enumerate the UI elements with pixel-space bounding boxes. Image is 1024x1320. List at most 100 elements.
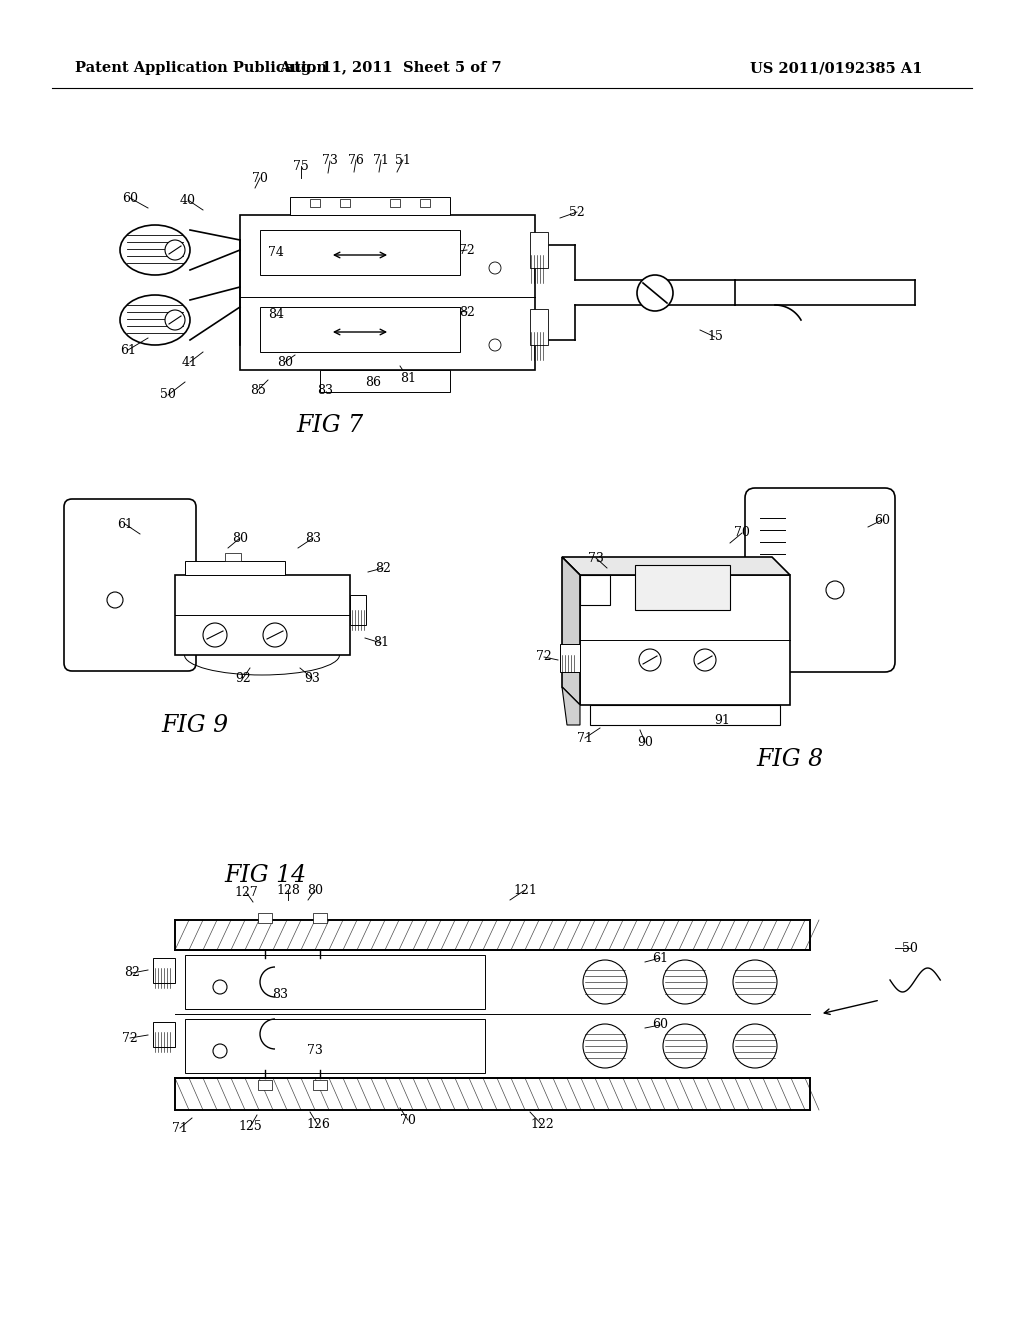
- Bar: [175, 576, 350, 655]
- Bar: [590, 705, 780, 725]
- Text: 84: 84: [268, 308, 284, 321]
- Bar: [260, 308, 460, 352]
- Text: 73: 73: [588, 552, 604, 565]
- Text: 86: 86: [365, 376, 381, 389]
- Polygon shape: [562, 557, 790, 576]
- Text: 90: 90: [637, 735, 653, 748]
- Text: 80: 80: [307, 883, 323, 896]
- Text: 83: 83: [317, 384, 333, 396]
- Text: 52: 52: [569, 206, 585, 219]
- Text: 41: 41: [182, 355, 198, 368]
- Text: 61: 61: [652, 952, 668, 965]
- Bar: [175, 1078, 810, 1110]
- Circle shape: [826, 581, 844, 599]
- Text: 125: 125: [239, 1121, 262, 1134]
- Bar: [258, 913, 272, 923]
- Bar: [313, 1080, 327, 1090]
- Circle shape: [203, 623, 227, 647]
- Circle shape: [489, 261, 501, 275]
- Text: FIG 7: FIG 7: [296, 413, 364, 437]
- Text: Aug. 11, 2011  Sheet 5 of 7: Aug. 11, 2011 Sheet 5 of 7: [279, 61, 502, 75]
- Text: 91: 91: [714, 714, 730, 726]
- Bar: [185, 561, 285, 576]
- Text: 75: 75: [293, 160, 309, 173]
- Circle shape: [106, 591, 123, 609]
- Text: 15: 15: [707, 330, 723, 343]
- Text: 83: 83: [305, 532, 321, 544]
- Bar: [258, 1080, 272, 1090]
- Polygon shape: [562, 557, 580, 705]
- Circle shape: [489, 339, 501, 351]
- Bar: [185, 1019, 485, 1073]
- Circle shape: [663, 1024, 707, 1068]
- Text: 80: 80: [232, 532, 248, 544]
- Circle shape: [165, 310, 185, 330]
- Text: 82: 82: [375, 561, 391, 574]
- Text: 72: 72: [122, 1031, 138, 1044]
- Circle shape: [663, 960, 707, 1005]
- Bar: [390, 199, 400, 207]
- Text: 82: 82: [124, 966, 140, 979]
- Text: 60: 60: [874, 513, 890, 527]
- Ellipse shape: [120, 294, 190, 345]
- Text: 126: 126: [306, 1118, 330, 1131]
- Text: 40: 40: [180, 194, 196, 206]
- Ellipse shape: [120, 224, 190, 275]
- Bar: [260, 230, 460, 275]
- Text: 50: 50: [160, 388, 176, 401]
- Text: 61: 61: [120, 343, 136, 356]
- Text: 51: 51: [395, 153, 411, 166]
- Bar: [420, 199, 430, 207]
- Bar: [580, 576, 790, 705]
- Text: 70: 70: [734, 527, 750, 540]
- Bar: [310, 199, 319, 207]
- Bar: [153, 1022, 175, 1047]
- Text: 72: 72: [537, 651, 552, 664]
- Bar: [635, 565, 730, 610]
- Text: 74: 74: [268, 246, 284, 259]
- Bar: [580, 576, 610, 605]
- Text: 122: 122: [530, 1118, 554, 1131]
- Bar: [530, 232, 548, 268]
- Circle shape: [583, 1024, 627, 1068]
- Circle shape: [583, 960, 627, 1005]
- Bar: [240, 215, 535, 370]
- Bar: [225, 553, 241, 561]
- Bar: [340, 199, 350, 207]
- Text: 93: 93: [304, 672, 319, 685]
- Text: 121: 121: [513, 883, 537, 896]
- Circle shape: [213, 1044, 227, 1059]
- FancyBboxPatch shape: [63, 499, 196, 671]
- Circle shape: [637, 275, 673, 312]
- Bar: [153, 958, 175, 983]
- Bar: [560, 644, 580, 672]
- Bar: [350, 595, 366, 624]
- Text: 81: 81: [373, 636, 389, 649]
- Text: FIG 8: FIG 8: [757, 748, 823, 771]
- Bar: [530, 309, 548, 345]
- Text: US 2011/0192385 A1: US 2011/0192385 A1: [750, 61, 923, 75]
- Text: 128: 128: [276, 883, 300, 896]
- Text: 60: 60: [122, 191, 138, 205]
- Bar: [319, 370, 450, 392]
- Text: 127: 127: [234, 886, 258, 899]
- Bar: [185, 954, 485, 1008]
- Text: 92: 92: [236, 672, 251, 685]
- Text: 83: 83: [272, 989, 288, 1002]
- Circle shape: [733, 960, 777, 1005]
- Text: 70: 70: [252, 172, 268, 185]
- Circle shape: [165, 240, 185, 260]
- Text: 72: 72: [459, 243, 475, 256]
- Text: 85: 85: [250, 384, 266, 396]
- Bar: [290, 197, 450, 215]
- Text: 81: 81: [400, 371, 416, 384]
- Text: 71: 71: [172, 1122, 188, 1134]
- Circle shape: [694, 649, 716, 671]
- Text: 80: 80: [278, 355, 293, 368]
- Bar: [175, 920, 810, 950]
- Text: 71: 71: [578, 731, 593, 744]
- Text: Patent Application Publication: Patent Application Publication: [75, 61, 327, 75]
- FancyBboxPatch shape: [745, 488, 895, 672]
- Text: 60: 60: [652, 1019, 668, 1031]
- Circle shape: [639, 649, 662, 671]
